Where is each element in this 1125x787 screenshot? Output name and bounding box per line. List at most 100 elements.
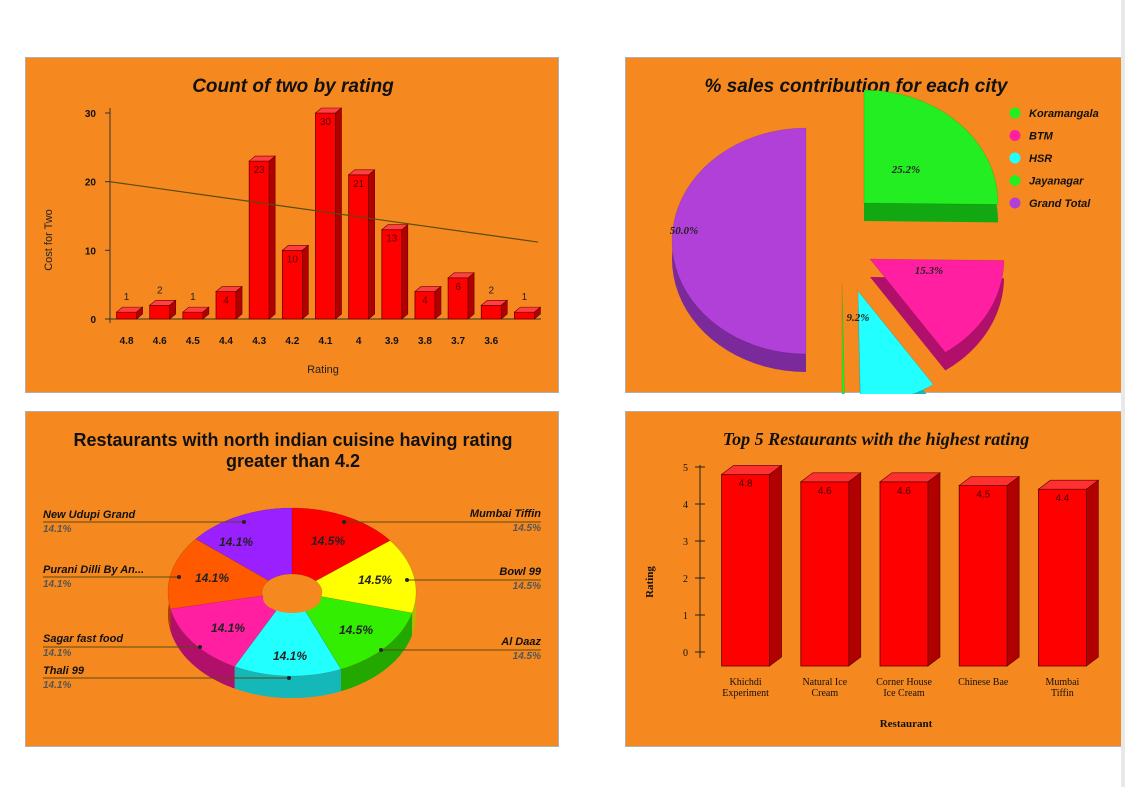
bar-value-label: 4.6	[818, 486, 832, 497]
bar-value-label: 4.8	[739, 478, 753, 489]
x-tick-label: 4.3	[252, 336, 266, 347]
legend-marker	[1009, 152, 1021, 164]
bar	[348, 174, 370, 320]
bar-value-label: 13	[386, 234, 398, 245]
x-tick-label: 4.6	[153, 336, 167, 347]
chart-panel-city-sales: % sales contribution for each city 25.2%…	[625, 57, 1125, 394]
bar-side	[401, 224, 409, 320]
bar-value-label: 2	[488, 285, 494, 296]
bar-side	[235, 285, 243, 320]
donut-outer-wall	[234, 666, 341, 698]
chart-svg-top5: Top 5 Restaurants with the highest ratin…	[644, 429, 1100, 730]
callout-dot	[342, 520, 346, 524]
pie-slice	[869, 258, 1005, 353]
donut-slice-label: 14.1%	[211, 621, 245, 635]
bar-side	[1006, 475, 1020, 667]
bar-side	[136, 306, 143, 320]
y-axis-label: Cost for Two	[43, 209, 55, 271]
pie-slice-label: 15.3%	[915, 265, 943, 277]
legend-item-label: Koramangala	[1029, 108, 1099, 120]
legend-marker	[1009, 130, 1021, 141]
bar-side	[202, 306, 210, 320]
bar-value-label: 4.4	[1055, 493, 1069, 504]
bar-value-label: 10	[287, 254, 299, 265]
bar-side	[368, 169, 375, 320]
bar	[182, 311, 204, 320]
callout-name: Sagar fast food	[43, 633, 123, 645]
callout-percent: 14.1%	[43, 524, 71, 535]
callout-name: Purani Dilli By An...	[43, 564, 144, 576]
chart-panel-north-indian: Restaurants with north indian cuisine ha…	[25, 411, 559, 747]
chart-svg-city-sales: % sales contribution for each city 25.2%…	[670, 76, 1099, 394]
y-tick-label: 2	[683, 574, 688, 585]
bar-value-label: 23	[254, 165, 266, 176]
pie-slice	[857, 290, 934, 394]
y-tick-label: 10	[85, 246, 97, 257]
y-tick-label: 0	[683, 648, 688, 659]
bar-side	[434, 285, 442, 320]
pie-slice-label: 50.0%	[670, 225, 698, 237]
x-tick-label: Ice Cream	[883, 688, 925, 699]
chart-title: Count of two by rating	[192, 76, 394, 97]
x-tick-label: Cream	[811, 688, 838, 699]
bar	[879, 481, 929, 667]
callout-name: Bowl 99	[499, 566, 541, 578]
bar-side	[268, 155, 276, 320]
bar-side	[302, 244, 309, 320]
callout-name: New Udupi Grand	[43, 509, 136, 521]
legend-item-label: BTM	[1029, 131, 1054, 143]
callout-name: Mumbai Tiffin	[470, 508, 541, 520]
y-axis-label: Rating	[644, 566, 656, 598]
x-axis-label: Rating	[307, 364, 339, 376]
donut-slice-label: 14.5%	[358, 573, 392, 587]
bar-side	[169, 299, 177, 320]
y-tick-label: 5	[683, 463, 688, 474]
bar	[800, 481, 850, 667]
donut-slice-label: 14.5%	[339, 623, 373, 637]
bar	[149, 304, 171, 320]
callout-dot	[242, 520, 246, 524]
bar-side	[769, 464, 782, 667]
x-tick-label: Mumbai	[1045, 677, 1079, 688]
bar-value-label: 4	[422, 296, 428, 307]
bar-value-label: 1	[522, 292, 528, 303]
bar-side	[500, 299, 508, 320]
bar	[514, 311, 535, 320]
callout-dot	[287, 676, 291, 680]
y-tick-label: 3	[683, 537, 688, 548]
x-tick-label: 3.9	[385, 336, 399, 347]
bar-value-label: 4	[223, 296, 229, 307]
donut-outer-wall	[340, 613, 413, 692]
callout-percent: 14.1%	[43, 680, 71, 691]
x-tick-label: 3.8	[418, 336, 432, 347]
bar-value-label: 4.6	[897, 486, 911, 497]
callout-percent: 14.1%	[43, 648, 71, 659]
pie-slice-label: 9.2%	[847, 312, 870, 324]
bar-value-label: 2	[157, 285, 163, 296]
bar-value-label: 1	[124, 292, 130, 303]
donut-slice-label: 14.1%	[273, 649, 307, 663]
bar	[958, 485, 1008, 667]
x-tick-label: 4.4	[219, 336, 233, 347]
legend-item-label: Jayanagar	[1029, 176, 1084, 188]
donut-slice-label: 14.5%	[311, 534, 345, 548]
chart-svg-north-indian: Restaurants with north indian cuisine ha…	[43, 430, 542, 698]
chart-title: Top 5 Restaurants with the highest ratin…	[723, 429, 1029, 449]
pie-slice	[671, 127, 807, 355]
callout-dot	[177, 575, 181, 579]
donut-outer-wall	[170, 608, 235, 689]
chart-svg-rating-count: Count of two by rating 0 10 20 30 1 4.8 2 4.6 1…	[43, 76, 542, 376]
legend-item-label: Grand Total	[1029, 198, 1091, 210]
callout-dot	[198, 645, 202, 649]
callout-percent: 14.1%	[43, 579, 71, 590]
bar-value-label: 30	[320, 117, 332, 128]
x-tick-label: Natural Ice	[802, 677, 847, 688]
legend-marker	[1009, 175, 1021, 186]
trendline	[109, 181, 539, 243]
chart-title-line1: Restaurants with north indian cuisine ha…	[73, 430, 512, 450]
pie-slice-label: 25.2%	[891, 164, 920, 176]
bar-side	[848, 472, 862, 667]
bar-side	[1086, 479, 1099, 667]
chart-title: % sales contribution for each city	[704, 76, 1008, 97]
y-tick-label: 0	[90, 315, 96, 326]
